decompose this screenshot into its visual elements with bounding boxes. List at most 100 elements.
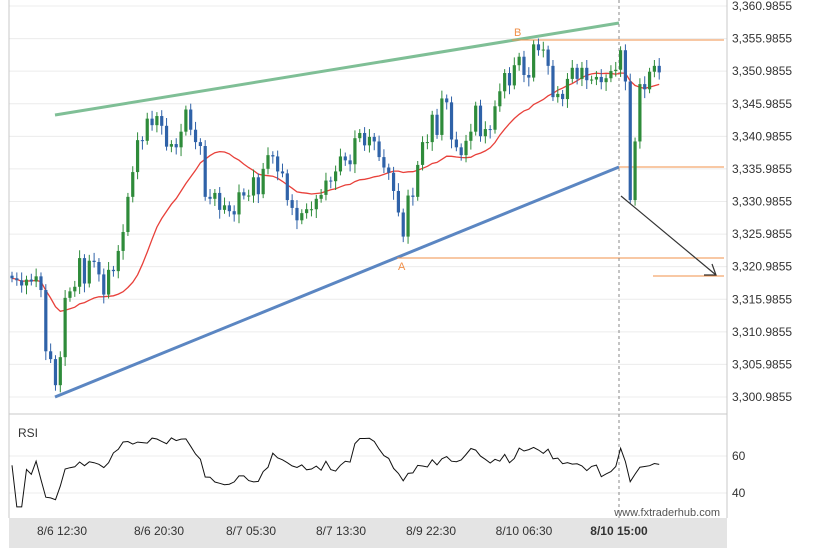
candle-body [20, 280, 24, 286]
candle-body [44, 290, 48, 352]
candle-body [546, 49, 550, 66]
candle-body [169, 144, 173, 147]
candle-body [536, 44, 541, 51]
candle-body [362, 132, 367, 146]
candle-body [348, 160, 352, 165]
candle-body [237, 192, 241, 215]
candle-body [189, 109, 193, 130]
candle-body [131, 172, 135, 197]
candle-body [78, 258, 82, 287]
candle-body [454, 139, 458, 148]
candle-body [290, 200, 294, 208]
forecast-arrow-line [620, 195, 717, 276]
candle-body [34, 276, 38, 282]
candle-body [184, 109, 188, 132]
candle-body [575, 67, 579, 79]
watermark: www.fxtraderhub.com [613, 507, 720, 519]
candle-body [155, 116, 159, 126]
candle-body [604, 78, 608, 83]
candle-body [73, 286, 77, 292]
candle-body [522, 56, 526, 75]
candle-body [440, 98, 444, 135]
price-tick-label: 3,335.9855 [732, 162, 792, 176]
candle-body [643, 84, 647, 90]
candle-body [266, 155, 270, 169]
candle-body [271, 155, 275, 157]
candle-body [49, 351, 53, 360]
candle-body [97, 262, 101, 275]
rsi-tick-label: 60 [732, 449, 746, 463]
time-tick-label: 8/7 05:30 [226, 524, 276, 538]
candle-body [474, 105, 478, 132]
time-tick-label: 8/9 22:30 [406, 524, 456, 538]
candle-body [82, 258, 87, 284]
candle-body [411, 195, 415, 197]
grid-lines [9, 5, 727, 494]
rsi-line [11, 437, 660, 508]
candle-body [126, 196, 130, 233]
price-tick-label: 3,360.9855 [732, 0, 792, 13]
x-axis-band [9, 518, 727, 548]
candle-body [469, 131, 473, 141]
candle-body [396, 190, 400, 213]
price-tick-label: 3,330.9855 [732, 195, 792, 209]
candle-body [222, 205, 227, 210]
candle-body [633, 141, 637, 201]
candle-body [628, 81, 632, 201]
candle-body [140, 140, 145, 142]
candle-body [570, 67, 574, 79]
candle-body [498, 91, 502, 107]
candle-body [416, 164, 420, 197]
candle-body [58, 357, 62, 386]
candle-body [488, 129, 492, 131]
candle-body [198, 142, 202, 147]
candle-body [517, 56, 521, 66]
candle-body [227, 205, 231, 212]
price-tick-label: 3,300.9855 [732, 390, 792, 404]
price-tick-label: 3,305.9855 [732, 357, 792, 371]
candle-body [483, 129, 487, 137]
candle-body [111, 269, 116, 272]
candle-body [334, 171, 338, 182]
candle-body [218, 192, 222, 210]
upper-channel-line [54, 21, 620, 117]
candle-body [15, 278, 19, 281]
candle-body [594, 76, 599, 80]
candle-body [247, 195, 251, 197]
forecast-arrow-head [704, 263, 717, 276]
candle-body [174, 144, 178, 148]
rsi-tick-label: 40 [732, 486, 746, 500]
lower-channel-line [54, 165, 620, 399]
candle-body [24, 279, 29, 286]
candle-body [107, 269, 111, 295]
candle-body [638, 84, 642, 142]
candle-body [164, 125, 169, 147]
candle-body [585, 67, 589, 81]
candle-body [618, 50, 623, 70]
candle-body [512, 65, 516, 86]
candle-body [319, 194, 323, 199]
candle-body [387, 167, 391, 173]
candle-body [561, 93, 565, 100]
candle-body [459, 147, 463, 156]
candle-body [87, 260, 91, 284]
candle-body [503, 73, 507, 92]
candle-body [242, 192, 246, 196]
candle-body [121, 232, 125, 251]
candle-body [68, 291, 72, 298]
candle-body [382, 157, 386, 168]
candle-body [150, 118, 154, 126]
time-tick-label: 8/10 15:00 [590, 524, 648, 538]
candle-body [377, 141, 381, 158]
candle-body [145, 118, 149, 141]
candle-body [401, 212, 405, 237]
price-axis-labels: 3,360.9855 3,355.9855 3,350.9855 3,345.9855… [732, 0, 792, 404]
candle-body [478, 105, 483, 137]
time-tick-label: 8/10 06:30 [496, 524, 553, 538]
candle-body [261, 168, 265, 195]
candle-body [309, 209, 314, 211]
candle-body [276, 156, 280, 172]
candle-body [623, 50, 628, 82]
candle-body [53, 359, 58, 386]
